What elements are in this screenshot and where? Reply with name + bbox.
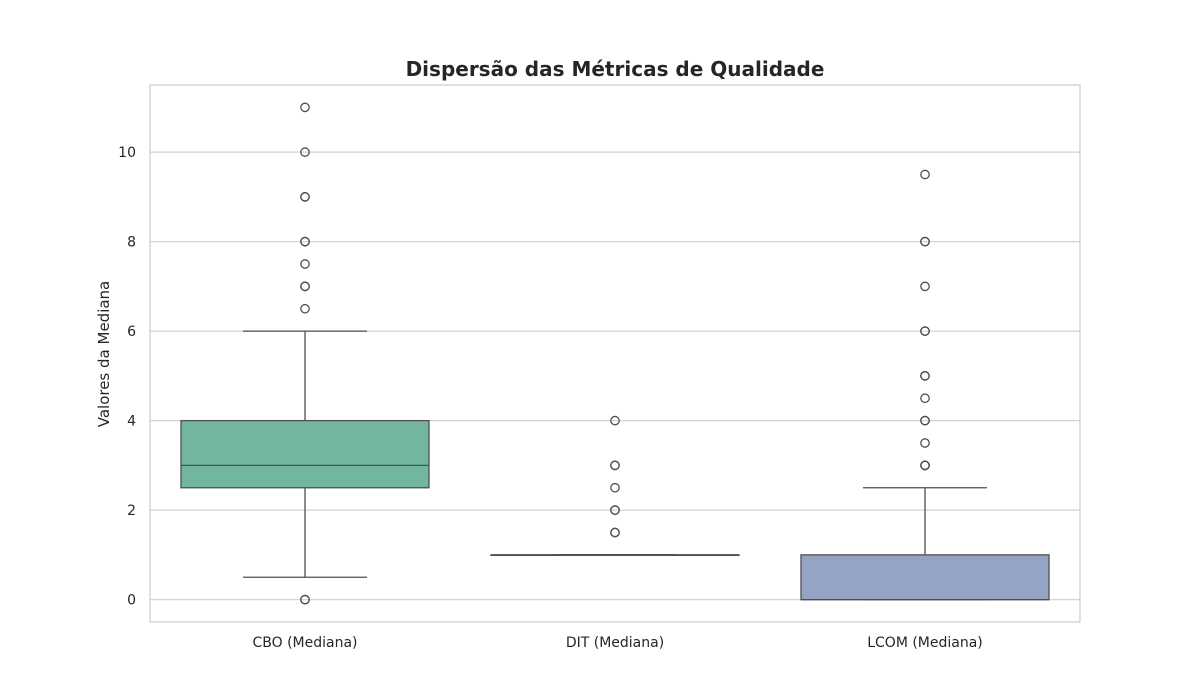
- outlier-point: [920, 236, 930, 247]
- outlier-point: [300, 259, 310, 269]
- outlier-point: [610, 460, 620, 471]
- chart-title: Dispersão das Métricas de Qualidade: [406, 57, 825, 81]
- y-tick-label: 10: [118, 145, 136, 161]
- outlier-point: [920, 393, 930, 404]
- y-tick-label: 0: [127, 593, 136, 609]
- boxes: [180, 102, 1050, 605]
- y-axis-ticks: 0 2 4 6 8 10: [118, 145, 136, 609]
- y-tick-label: 4: [127, 414, 136, 430]
- plot-area-frame: [149, 84, 1081, 623]
- box-group: [180, 102, 430, 605]
- x-axis-ticks: CBO (Mediana) DIT (Mediana) LCOM (Mediana): [252, 635, 982, 651]
- outlier-point: [920, 281, 930, 292]
- outlier-point: [300, 192, 310, 202]
- x-tick-label: DIT (Mediana): [566, 635, 664, 651]
- y-tick-label: 6: [127, 324, 136, 340]
- outlier-point: [300, 281, 310, 292]
- outlier-point: [920, 326, 930, 336]
- outlier-point: [610, 415, 620, 426]
- outlier-point: [300, 303, 310, 314]
- y-axis-label: Valores da Mediana: [95, 281, 113, 428]
- outlier-point: [300, 102, 310, 113]
- outlier-point: [300, 236, 310, 247]
- outlier-point: [300, 594, 310, 605]
- box-iqr: [180, 419, 430, 489]
- outlier-point: [300, 147, 310, 157]
- outlier-point: [920, 460, 930, 471]
- box-iqr: [800, 554, 1050, 601]
- outlier-point: [920, 415, 930, 426]
- box-group: [800, 169, 1050, 601]
- y-tick-label: 2: [127, 503, 136, 519]
- y-tick-label: 8: [127, 235, 136, 251]
- outlier-point: [610, 482, 620, 493]
- outlier-point: [610, 527, 620, 538]
- box-group: [490, 415, 740, 557]
- outlier-point: [610, 505, 620, 515]
- outlier-point: [920, 169, 930, 180]
- x-tick-label: LCOM (Mediana): [867, 635, 983, 651]
- grid-lines: [150, 151, 1080, 601]
- outlier-point: [920, 371, 930, 381]
- outlier-point: [920, 438, 930, 448]
- x-tick-label: CBO (Mediana): [252, 635, 357, 651]
